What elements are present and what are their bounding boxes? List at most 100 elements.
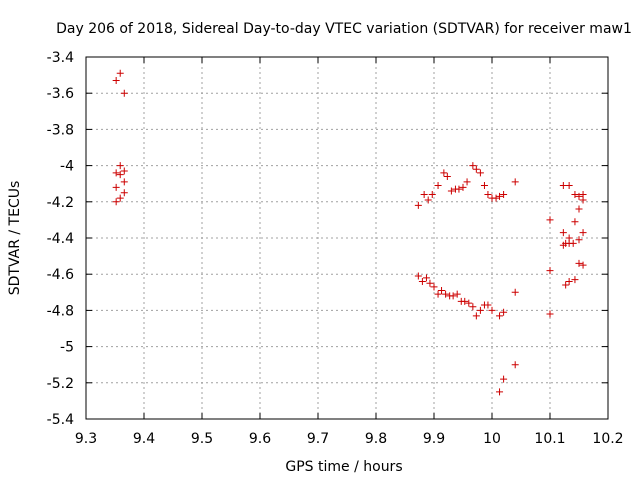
data-point: [465, 299, 473, 307]
data-point: [565, 239, 573, 247]
data-point: [443, 172, 451, 180]
data-point: [562, 281, 570, 289]
data-point: [116, 162, 124, 170]
data-point: [428, 191, 436, 199]
x-tick-label: 9.6: [249, 431, 271, 447]
data-point: [449, 292, 457, 300]
data-point: [116, 69, 124, 77]
x-tick-label: 9.8: [365, 431, 387, 447]
data-point: [496, 192, 504, 200]
data-point: [575, 259, 583, 267]
data-point: [120, 167, 128, 175]
y-tick-label: -3.4: [47, 50, 74, 66]
data-point: [453, 290, 461, 298]
data-point: [492, 194, 500, 202]
data-point: [469, 303, 477, 311]
y-tick-label: -4.4: [47, 231, 74, 247]
data-point: [112, 169, 120, 177]
x-tick-labels: 9.3 9.4 9.5 9.6 9.7 9.8 9.9 10 10.1 10.2: [75, 431, 624, 447]
data-point: [559, 241, 567, 249]
data-point: [476, 169, 484, 177]
data-point: [511, 288, 519, 296]
data-point: [546, 216, 554, 224]
data-point: [579, 191, 587, 199]
data-point: [571, 276, 579, 284]
data-point: [575, 205, 583, 213]
data-point: [120, 178, 128, 186]
data-point: [575, 192, 583, 200]
data-point: [120, 89, 128, 97]
data-point: [455, 185, 463, 193]
y-tick-label: -4.6: [47, 267, 74, 283]
data-point: [116, 194, 124, 202]
data-point: [442, 290, 450, 298]
data-point: [469, 162, 477, 170]
data-point: [414, 272, 422, 280]
data-point: [418, 277, 426, 285]
data-point: [438, 286, 446, 294]
data-point: [434, 182, 442, 190]
y-tick-label: -4.2: [47, 195, 74, 211]
x-tick-label: 9.3: [75, 431, 97, 447]
data-point: [500, 308, 508, 316]
plot-frame: [85, 56, 609, 420]
data-point: [484, 301, 492, 309]
data-point: [565, 277, 573, 285]
data-point: [414, 201, 422, 209]
data-point: [112, 183, 120, 191]
y-tick-label: -4.8: [47, 303, 74, 319]
y-tick-label: -4: [60, 159, 74, 175]
data-point: [559, 229, 567, 237]
data-point: [496, 388, 504, 396]
y-tick-label: -5: [60, 340, 74, 356]
data-point: [461, 297, 469, 305]
x-tick-label: 9.7: [307, 431, 329, 447]
data-point: [480, 182, 488, 190]
data-point: [500, 375, 508, 383]
x-tick-label: 10: [483, 431, 501, 447]
y-tick-label: -3.6: [47, 86, 74, 102]
data-point: [579, 261, 587, 269]
data-point: [546, 310, 554, 318]
data-point: [116, 171, 124, 179]
x-tick-label: 10.2: [592, 431, 623, 447]
data-point: [511, 178, 519, 186]
y-tick-label: -5.4: [47, 412, 74, 428]
data-point: [496, 312, 504, 320]
data-point: [472, 165, 480, 173]
y-tick-label: -3.8: [47, 122, 74, 138]
data-point: [112, 198, 120, 206]
data-point: [430, 283, 438, 291]
data-point: [565, 182, 573, 190]
x-tick-label: 9.4: [133, 431, 155, 447]
data-points: [112, 69, 587, 396]
data-point: [120, 189, 128, 197]
data-point: [579, 229, 587, 237]
data-point: [488, 306, 496, 314]
data-point: [434, 290, 442, 298]
data-point: [422, 274, 430, 282]
data-point: [484, 191, 492, 199]
data-point: [511, 361, 519, 369]
data-point: [424, 196, 432, 204]
x-tick-label: 9.5: [191, 431, 213, 447]
x-axis-label: GPS time / hours: [285, 459, 402, 475]
chart-title: Day 206 of 2018, Sidereal Day-to-day VTE…: [56, 21, 632, 37]
data-point: [420, 191, 428, 199]
data-point: [426, 279, 434, 287]
data-point: [546, 267, 554, 275]
data-point: [459, 183, 467, 191]
y-axis-label: SDTVAR / TECUs: [7, 181, 23, 296]
data-point: [500, 191, 508, 199]
x-tick-label: 9.9: [423, 431, 445, 447]
y-tick-label: -5.2: [47, 376, 74, 392]
data-point: [463, 178, 471, 186]
data-point: [571, 218, 579, 226]
data-point: [571, 191, 579, 199]
data-point: [440, 169, 448, 177]
y-tick-labels: -3.4 -3.6 -3.8 -4 -4.2 -4.4 -4.6 -4.8 -5 -5.2 -5.4: [47, 50, 74, 428]
data-point: [447, 187, 455, 195]
grid-lines: [86, 57, 608, 419]
data-point: [472, 312, 480, 320]
